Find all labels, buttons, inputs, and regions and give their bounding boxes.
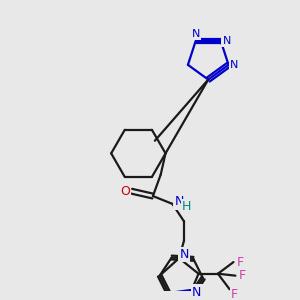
Text: H: H: [182, 200, 192, 213]
Text: N: N: [230, 60, 238, 70]
Text: N: N: [174, 195, 184, 208]
Text: N: N: [191, 29, 200, 39]
Text: N: N: [179, 248, 189, 261]
Text: O: O: [120, 185, 130, 198]
Text: N: N: [222, 36, 231, 46]
Text: F: F: [237, 256, 244, 268]
Text: F: F: [238, 269, 246, 282]
Text: N: N: [192, 286, 201, 299]
Text: F: F: [231, 288, 238, 300]
